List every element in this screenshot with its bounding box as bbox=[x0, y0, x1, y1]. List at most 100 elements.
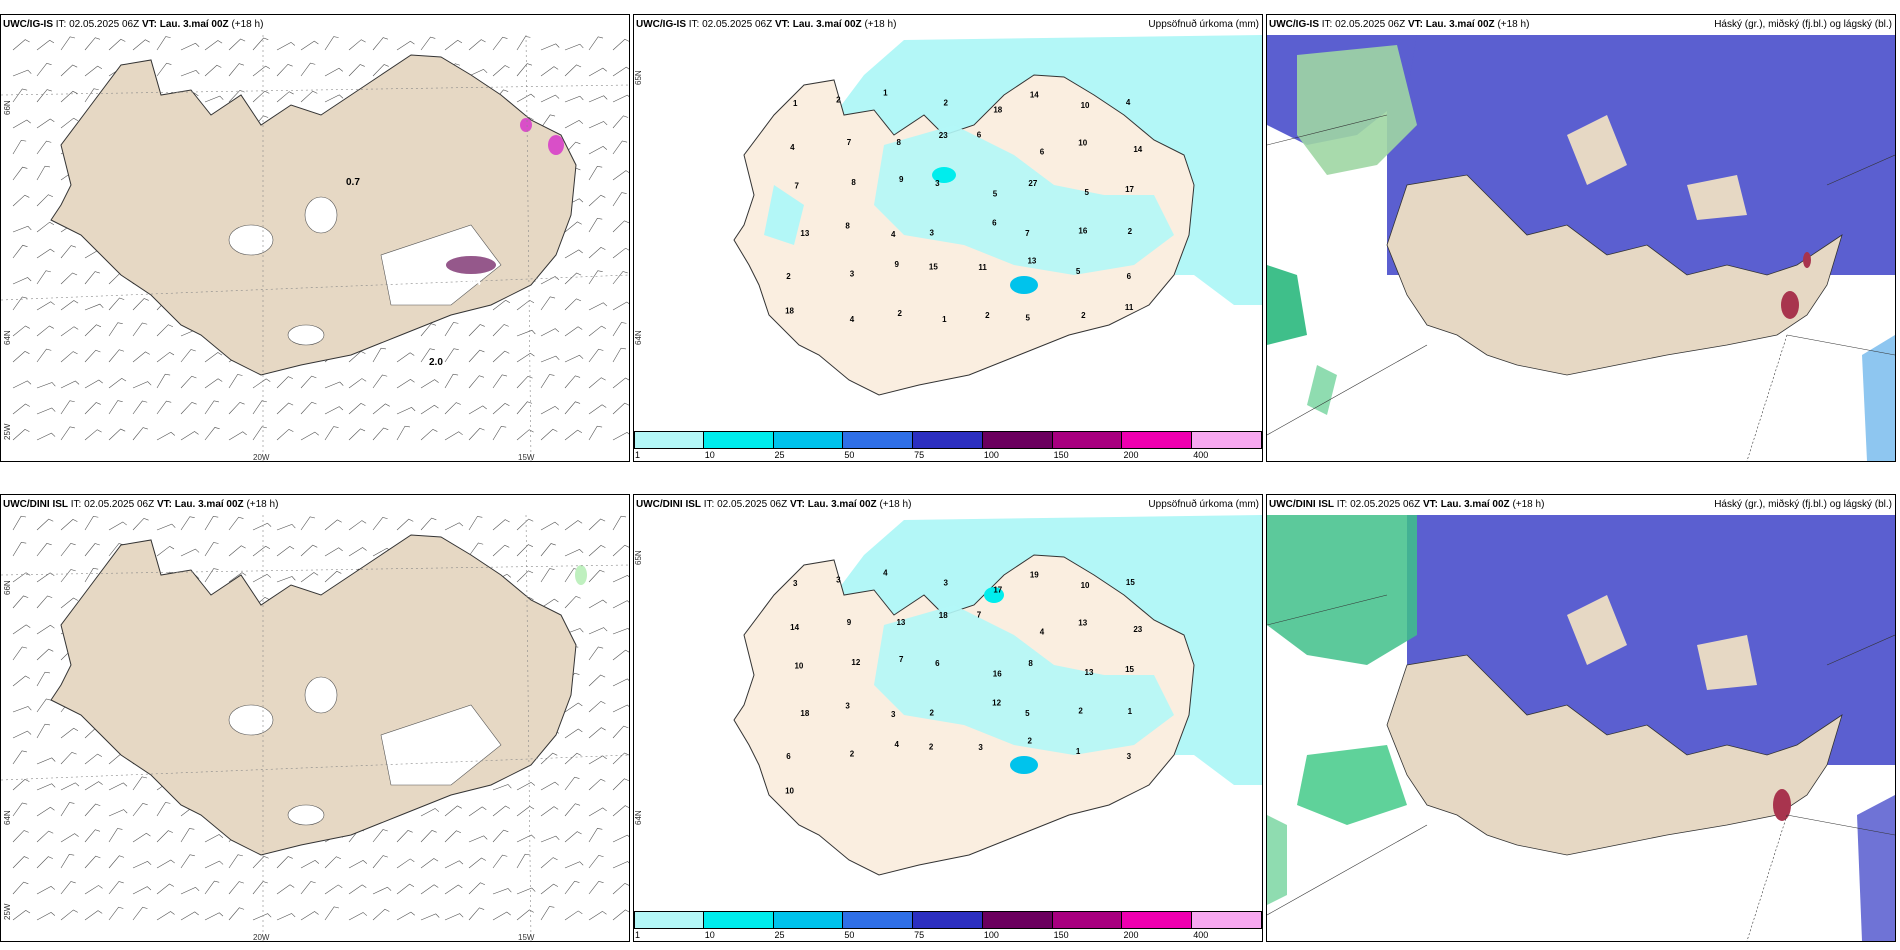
wind-barb bbox=[228, 907, 245, 921]
wind-barb bbox=[132, 906, 148, 921]
wind-barb bbox=[132, 776, 148, 791]
wind-barb bbox=[564, 249, 583, 259]
wind-barb bbox=[36, 543, 52, 557]
wind-barb bbox=[252, 913, 272, 921]
wind-barb bbox=[36, 348, 52, 363]
wind-barb bbox=[60, 426, 75, 441]
wind-barb bbox=[36, 194, 54, 207]
wind-value-label: 2.0 bbox=[429, 357, 443, 368]
wind-barb bbox=[108, 297, 125, 311]
cloud-title: Háský (gr.), miðský (fj.bl.) og lágský (… bbox=[1714, 499, 1892, 510]
wind-barb bbox=[612, 649, 629, 661]
lat-label: 65N bbox=[634, 70, 643, 85]
wind-barb bbox=[492, 784, 512, 791]
wind-barb bbox=[492, 350, 510, 363]
wind-barb bbox=[492, 829, 509, 843]
wind-barb bbox=[516, 352, 535, 363]
wind-barb bbox=[12, 750, 27, 765]
wind-barb bbox=[84, 65, 103, 77]
wind-barb bbox=[444, 322, 459, 337]
wind-barb bbox=[12, 802, 28, 817]
wind-barb bbox=[420, 404, 439, 415]
graticule bbox=[1, 515, 629, 941]
precip-value-label: 18 bbox=[800, 709, 809, 718]
wind-barb bbox=[420, 36, 436, 51]
cloud-map bbox=[1267, 515, 1895, 941]
wind-barb bbox=[132, 351, 150, 363]
wind-barb bbox=[588, 67, 607, 77]
wind-barb bbox=[540, 752, 558, 765]
cloud-graticule bbox=[1267, 114, 1895, 461]
wind-barb bbox=[252, 90, 270, 103]
wind-barb bbox=[540, 521, 559, 531]
wind-barb bbox=[108, 809, 128, 817]
wind-barb bbox=[156, 400, 172, 415]
wind-barb bbox=[468, 882, 486, 895]
wind-barb bbox=[180, 431, 199, 441]
wind-barb bbox=[132, 832, 151, 843]
lead-time: (+18 h) bbox=[1512, 499, 1545, 510]
wind-barb bbox=[396, 911, 415, 921]
colorbar-segment bbox=[982, 431, 1053, 449]
lat-label: 64N bbox=[634, 330, 643, 345]
colorbar-tick-label: 400 bbox=[1193, 450, 1209, 460]
precip-value-label: 12 bbox=[992, 698, 1001, 707]
wind-barb bbox=[492, 854, 508, 869]
wind-barb bbox=[108, 906, 124, 921]
wind-barb bbox=[36, 432, 56, 441]
wind-barb bbox=[564, 861, 584, 869]
wind-barb bbox=[300, 90, 318, 103]
wind-barb bbox=[108, 322, 123, 337]
precip-panel-bottom: UWC/DINI ISL IT: 02.05.2025 06Z VT: Lau.… bbox=[633, 494, 1263, 942]
wind-barb bbox=[12, 730, 32, 739]
wind-barb bbox=[492, 888, 512, 895]
wind-barb bbox=[252, 378, 271, 389]
wind-barb bbox=[492, 403, 510, 415]
precip-value-label: 3 bbox=[935, 179, 940, 188]
wind-barb bbox=[372, 886, 392, 895]
precip-value-label: 1 bbox=[1128, 707, 1133, 716]
precip-value-label: 1 bbox=[793, 99, 798, 108]
precip-value-label: 23 bbox=[1133, 625, 1142, 634]
wind-barb bbox=[60, 802, 75, 817]
wind-barb bbox=[108, 828, 123, 843]
wind-barb bbox=[588, 377, 606, 389]
wind-barb bbox=[108, 881, 124, 895]
wind-barb bbox=[516, 401, 533, 415]
precip-value-label: 13 bbox=[1085, 668, 1094, 677]
wind-barb bbox=[516, 63, 533, 77]
wind-barb bbox=[12, 39, 30, 51]
wind-barb bbox=[108, 349, 125, 363]
wind-barb bbox=[612, 431, 629, 441]
panel-header: UWC/DINI ISL IT: 02.05.2025 06Z VT: Lau.… bbox=[1267, 495, 1895, 515]
wind-barb bbox=[36, 783, 56, 791]
colorbar-tick-label: 150 bbox=[1053, 930, 1069, 940]
precip-value-label: 14 bbox=[1030, 91, 1039, 100]
wind-barb bbox=[300, 375, 317, 389]
wind-barb bbox=[564, 520, 583, 531]
precip-value-label: 18 bbox=[785, 307, 794, 316]
wind-barb bbox=[324, 94, 344, 103]
precip-value-label: 7 bbox=[977, 610, 982, 619]
wind-barb bbox=[276, 428, 294, 441]
colorbar-tick-label: 75 bbox=[914, 930, 925, 940]
wind-barb bbox=[60, 36, 76, 51]
wind-barb bbox=[564, 272, 582, 285]
wind-barb bbox=[540, 43, 560, 51]
wind-barb bbox=[12, 325, 30, 337]
precip-value-label: 15 bbox=[1125, 665, 1134, 674]
wind-barb bbox=[60, 727, 79, 739]
wind-barb bbox=[324, 36, 339, 51]
wind-barb bbox=[588, 807, 607, 817]
wind-barb bbox=[300, 572, 319, 583]
wind-barb bbox=[60, 272, 78, 285]
model-name: UWC/IG-IS bbox=[3, 19, 53, 30]
wind-barb bbox=[612, 678, 629, 687]
wind-barb bbox=[588, 404, 607, 415]
precip-value-label: 4 bbox=[1126, 98, 1131, 107]
wind-barb bbox=[420, 830, 437, 843]
wind-barb bbox=[228, 572, 247, 583]
wind-barb bbox=[12, 624, 31, 635]
precip-value-label: 2 bbox=[786, 272, 791, 281]
wind-barb bbox=[204, 542, 219, 557]
